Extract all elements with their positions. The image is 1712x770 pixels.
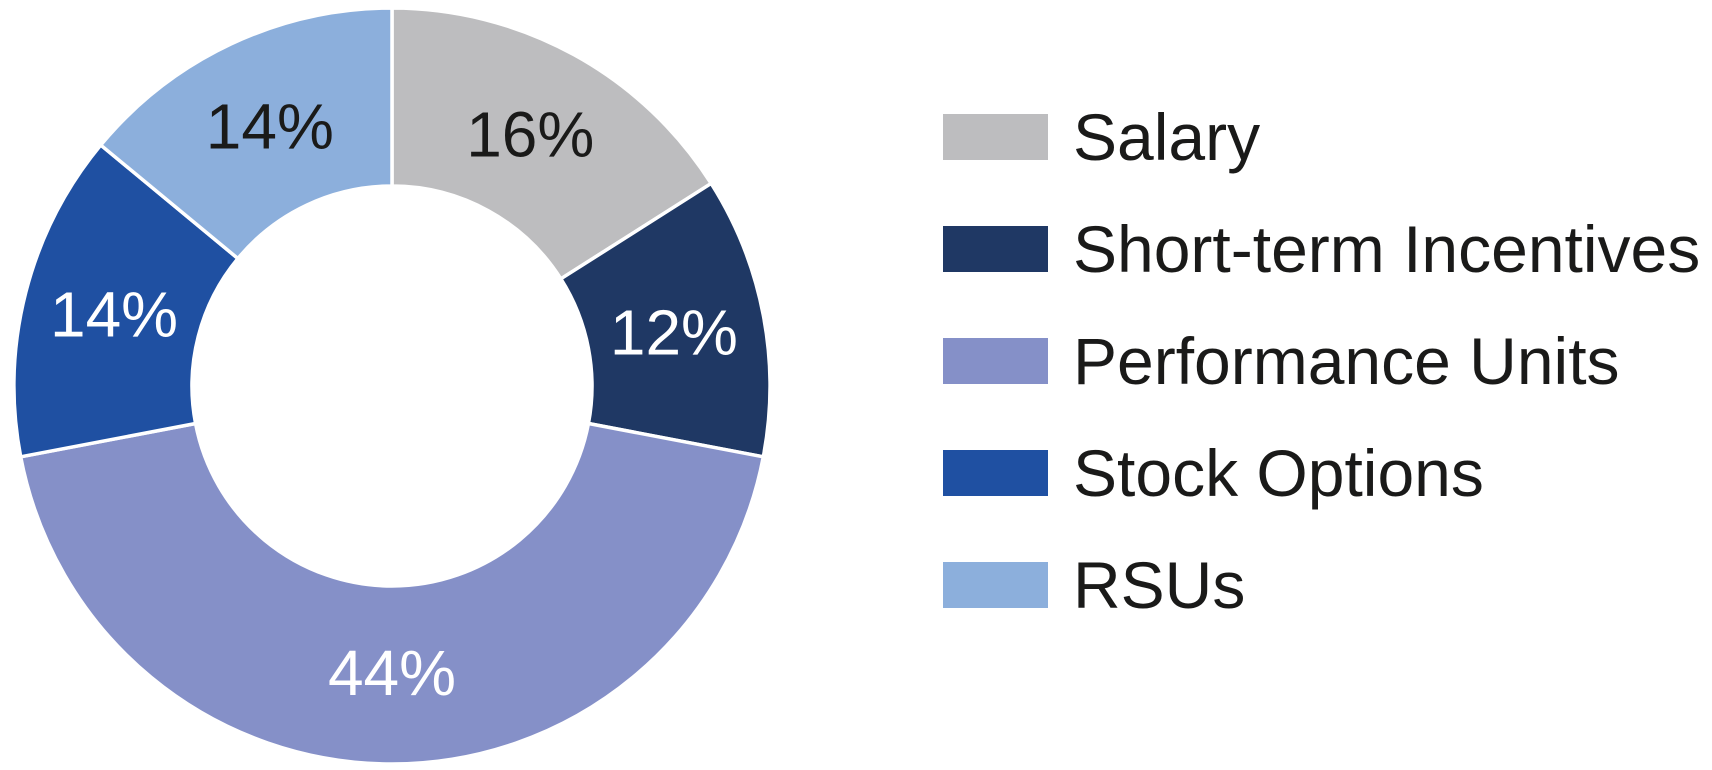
slice-stock-options [12,143,240,459]
legend-swatch-stock-options [943,450,1048,496]
legend: Salary Short-term Incentives Performance U… [943,81,1700,641]
donut-chart: 16% 12% 44% 14% 14% [12,6,772,766]
legend-label-short-term-incentives: Short-term Incentives [1073,212,1701,286]
slice-data-label-short-term-incentives: 12% [610,296,738,368]
legend-item-salary: Salary [943,81,1700,193]
legend-swatch-short-term-incentives [943,226,1048,272]
legend-label-rsus: RSUs [1073,548,1246,622]
legend-label-salary: Salary [1073,100,1261,174]
slice-short-term-incentives [559,181,772,459]
legend-item-rsus: RSUs [943,529,1700,641]
legend-label-performance-units: Performance Units [1073,324,1620,398]
legend-swatch-salary [943,114,1048,160]
legend-item-short-term-incentives: Short-term Incentives [943,193,1700,305]
slice-salary [390,6,713,281]
slice-data-label-salary: 16% [466,99,594,171]
slice-data-label-stock-options: 14% [50,279,178,351]
slice-data-label-performance-units: 44% [328,637,456,709]
legend-item-performance-units: Performance Units [943,305,1700,417]
legend-swatch-performance-units [943,338,1048,384]
slice-performance-units [18,421,766,766]
slice-rsus [98,6,394,261]
legend-swatch-rsus [943,562,1048,608]
slice-data-label-rsus: 14% [206,90,334,162]
legend-label-stock-options: Stock Options [1073,436,1484,510]
legend-item-stock-options: Stock Options [943,417,1700,529]
